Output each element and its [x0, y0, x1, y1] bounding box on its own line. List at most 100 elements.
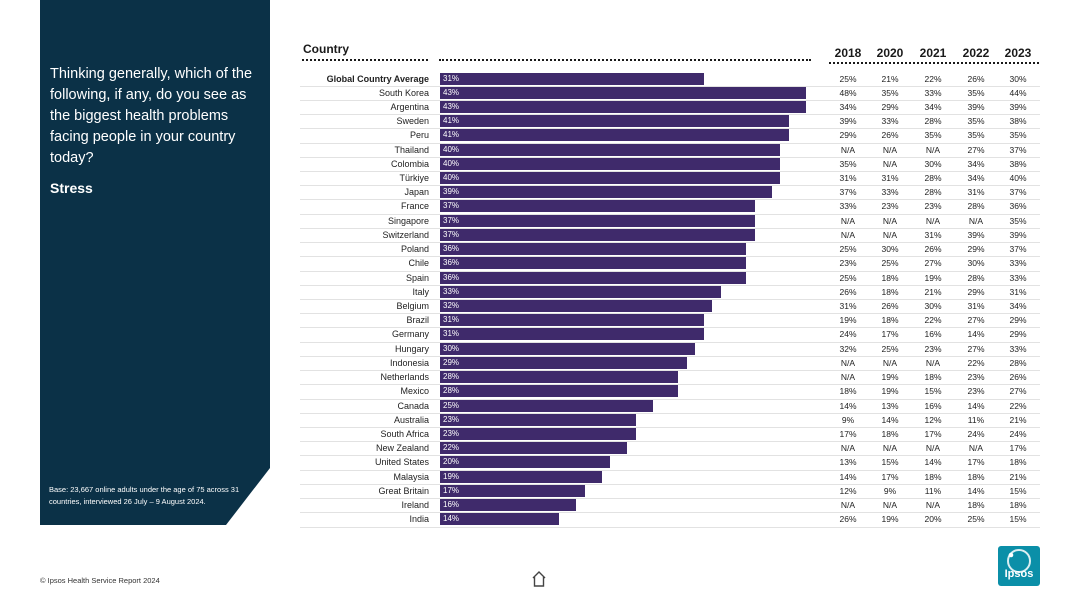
year-value-2022: 17% [967, 457, 985, 468]
year-value-2022: 14% [967, 329, 985, 340]
bar-value-label: 23% [443, 429, 460, 438]
bar: 32% [440, 300, 712, 313]
table-row: Netherlands 28% N/A 19% 18% 23% 26% [300, 370, 1040, 386]
year-value-2023: 15% [1009, 485, 1027, 496]
year-value-2022: 31% [967, 301, 985, 312]
year-value-2023: 24% [1009, 429, 1027, 439]
year-value-2020: 19% [881, 372, 899, 383]
bar-value-label: 28% [443, 386, 460, 396]
year-value-2021: N/A [925, 215, 941, 226]
bar-value-label: 22% [443, 443, 460, 453]
year-value-2018: 34% [839, 101, 857, 112]
bar-value-label: 17% [443, 485, 460, 495]
year-value-2022: 31% [967, 187, 985, 198]
country-label: Argentina [390, 101, 429, 112]
country-label: Brazil [406, 315, 429, 326]
country-label: India [409, 514, 429, 525]
year-value-2020: 33% [881, 116, 899, 127]
table-row: United States 20% 13% 15% 14% 17% 18% [300, 455, 1040, 471]
year-value-2020: 21% [881, 73, 899, 84]
year-value-2022: 30% [967, 258, 985, 269]
bar: 19% [440, 470, 602, 483]
year-value-2018: 29% [839, 130, 857, 141]
bar: 25% [440, 399, 653, 412]
bar-value-label: 36% [443, 272, 460, 282]
year-value-2018: 37% [839, 187, 857, 198]
year-value-2020: 17% [881, 329, 899, 340]
year-value-2023: 26% [1009, 372, 1027, 383]
year-value-2021: 16% [924, 329, 942, 340]
bars-header-divider [439, 59, 811, 61]
year-value-2022: 34% [967, 158, 985, 169]
year-value-2021: 23% [924, 343, 942, 354]
year-value-2020: 17% [881, 471, 899, 482]
year-value-2021: 31% [924, 229, 942, 240]
year-value-2020: N/A [882, 158, 898, 169]
country-header-divider [302, 59, 428, 61]
table-row: India 14% 26% 19% 20% 25% 15% [300, 512, 1040, 528]
table-row: Colombia 40% 35% N/A 30% 34% 38% [300, 157, 1040, 172]
bar: 41% [440, 115, 789, 128]
years-header-divider [829, 62, 1039, 64]
bar-value-label: 14% [443, 514, 460, 524]
year-value-2018: N/A [840, 357, 856, 368]
bar: 37% [440, 214, 755, 227]
home-icon[interactable] [531, 570, 547, 593]
country-label: Germany [391, 329, 429, 340]
year-value-2022: 23% [967, 372, 985, 383]
year-value-2023: 33% [1009, 258, 1027, 269]
year-value-2018: 25% [839, 272, 857, 283]
bar-value-label: 30% [443, 343, 460, 353]
year-value-2018: 32% [839, 343, 857, 354]
year-value-2022: 11% [967, 414, 985, 425]
year-value-2020: 26% [881, 301, 899, 312]
bar: 23% [440, 428, 636, 440]
table-row: Poland 36% 25% 30% 26% 29% 37% [300, 242, 1040, 258]
bar-value-label: 29% [443, 357, 460, 367]
table-row: Türkiye 40% 31% 31% 28% 34% 40% [300, 171, 1040, 187]
year-value-2021: 22% [924, 73, 942, 84]
year-value-2020: 18% [881, 272, 899, 283]
bar-value-label: 40% [443, 158, 460, 168]
year-value-2022: 28% [967, 201, 985, 212]
year-value-2020: 25% [881, 343, 899, 354]
country-label: Chile [408, 258, 429, 269]
year-value-2020: 31% [881, 173, 899, 184]
year-value-2022: 34% [967, 173, 985, 184]
bar: 20% [440, 456, 610, 469]
year-value-2020: 18% [881, 429, 899, 439]
year-value-2021: 35% [924, 130, 942, 141]
year-value-2018: 14% [839, 400, 857, 411]
topic-title: Stress [50, 180, 93, 196]
country-label: France [400, 201, 429, 212]
country-label: Poland [400, 244, 429, 255]
year-value-2022: 27% [967, 343, 985, 354]
year-value-2021: 14% [924, 457, 942, 468]
table-row: Italy 33% 26% 18% 21% 29% 31% [300, 285, 1040, 300]
year-value-2018: 23% [839, 258, 857, 269]
year-value-2021: 33% [924, 87, 942, 98]
year-value-2020: 18% [881, 315, 899, 326]
year-value-2023: 38% [1009, 116, 1027, 127]
country-label: Global Country Average [326, 73, 429, 84]
bar: 22% [440, 442, 627, 455]
bar: 39% [440, 186, 772, 199]
year-value-2021: 30% [924, 158, 942, 169]
year-header-2023: 2023 [1004, 46, 1032, 60]
year-value-2018: N/A [840, 500, 856, 511]
bar: 16% [440, 499, 576, 512]
bar-value-label: 43% [443, 87, 460, 97]
bar-value-label: 37% [443, 215, 460, 225]
table-row: Switzerland 37% N/A N/A 31% 39% 39% [300, 228, 1040, 244]
base-note: Base: 23,667 online adults under the age… [49, 485, 240, 506]
year-value-2023: 38% [1009, 158, 1027, 169]
table-row: France 37% 33% 23% 23% 28% 36% [300, 199, 1040, 215]
bar: 30% [440, 342, 695, 355]
bar-value-label: 23% [443, 414, 460, 424]
bar-value-label: 31% [443, 315, 460, 325]
year-value-2018: N/A [840, 372, 856, 383]
year-value-2023: 39% [1009, 101, 1027, 112]
country-label: Colombia [390, 158, 429, 169]
year-value-2023: 18% [1009, 457, 1027, 468]
year-value-2021: 12% [924, 414, 942, 425]
